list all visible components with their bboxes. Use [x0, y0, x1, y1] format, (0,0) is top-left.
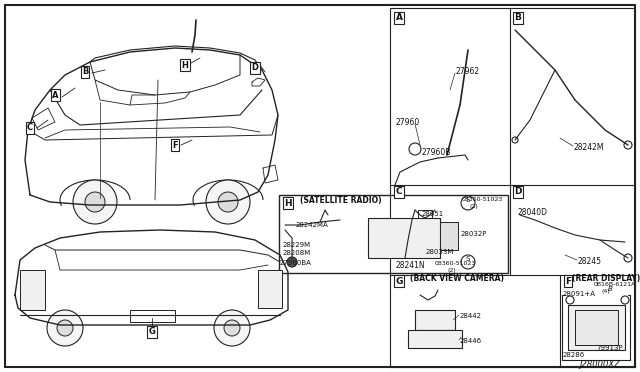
Text: A: A [52, 90, 58, 99]
Text: 28245: 28245 [578, 257, 602, 266]
Text: H: H [284, 199, 292, 208]
Text: D: D [515, 187, 522, 196]
Text: F: F [172, 141, 178, 150]
Text: D: D [252, 64, 259, 73]
Circle shape [624, 254, 632, 262]
Text: C: C [396, 187, 403, 196]
Text: B: B [82, 67, 88, 77]
Text: A: A [396, 13, 403, 22]
Text: 0B16B-6121A: 0B16B-6121A [594, 282, 636, 287]
Text: G: G [396, 276, 403, 285]
Text: G: G [148, 327, 156, 337]
Bar [258, 270, 282, 308]
Text: 28242MA: 28242MA [296, 222, 329, 228]
Circle shape [512, 137, 518, 143]
Circle shape [624, 141, 632, 149]
Text: 08360-51023: 08360-51023 [462, 197, 504, 202]
Text: (BACK VIEW CAMERA): (BACK VIEW CAMERA) [410, 275, 504, 283]
Text: 28446: 28446 [460, 338, 482, 344]
Circle shape [218, 192, 238, 212]
Text: 08360-51023: 08360-51023 [435, 261, 476, 266]
Text: 28051: 28051 [422, 211, 444, 217]
Text: 28040D: 28040D [518, 208, 548, 217]
Text: F: F [565, 276, 571, 285]
Text: C: C [27, 124, 33, 132]
Text: (4): (4) [601, 289, 610, 294]
Text: S: S [466, 197, 470, 203]
Text: (REAR DISPLAY): (REAR DISPLAY) [572, 275, 640, 283]
Text: (2): (2) [470, 204, 479, 209]
Bar [415, 310, 455, 330]
Bar [130, 310, 175, 322]
Circle shape [566, 296, 574, 304]
Text: 28032P: 28032P [461, 231, 488, 237]
Circle shape [621, 296, 629, 304]
Text: 27960BA: 27960BA [280, 260, 312, 266]
Text: 28091+A: 28091+A [563, 291, 596, 297]
Text: 28241N: 28241N [396, 261, 426, 270]
Circle shape [57, 320, 73, 336]
Bar [279, 195, 508, 273]
Text: 27960: 27960 [396, 118, 420, 127]
Circle shape [47, 310, 83, 346]
Circle shape [73, 180, 117, 224]
Text: 79913P: 79913P [596, 345, 623, 351]
Circle shape [224, 320, 240, 336]
Text: 28033M: 28033M [426, 249, 454, 255]
Circle shape [206, 180, 250, 224]
Text: 27960B: 27960B [421, 148, 451, 157]
Circle shape [461, 255, 475, 269]
Bar [568, 305, 625, 350]
Bar [408, 330, 462, 348]
Text: (SATELLITE RADIO): (SATELLITE RADIO) [300, 196, 381, 205]
Text: B: B [608, 286, 612, 292]
Bar [20, 270, 45, 310]
Circle shape [287, 257, 297, 267]
Text: B: B [515, 13, 522, 22]
Circle shape [85, 192, 105, 212]
Text: J28000XZ: J28000XZ [579, 360, 620, 369]
Text: 28208M: 28208M [283, 250, 311, 256]
Bar [575, 310, 618, 345]
Text: 28442: 28442 [460, 313, 482, 319]
Text: H: H [182, 61, 188, 70]
Text: 27962: 27962 [456, 67, 480, 76]
Text: 28286: 28286 [563, 352, 585, 358]
Bar [390, 8, 635, 367]
Bar [418, 210, 432, 224]
Text: (2): (2) [448, 268, 457, 273]
Circle shape [461, 196, 475, 210]
Text: S: S [466, 256, 470, 262]
Text: 28242M: 28242M [574, 143, 605, 152]
Bar [368, 218, 440, 258]
Circle shape [214, 310, 250, 346]
Text: 28229M: 28229M [283, 242, 311, 248]
Circle shape [409, 143, 421, 155]
Bar [440, 222, 458, 250]
